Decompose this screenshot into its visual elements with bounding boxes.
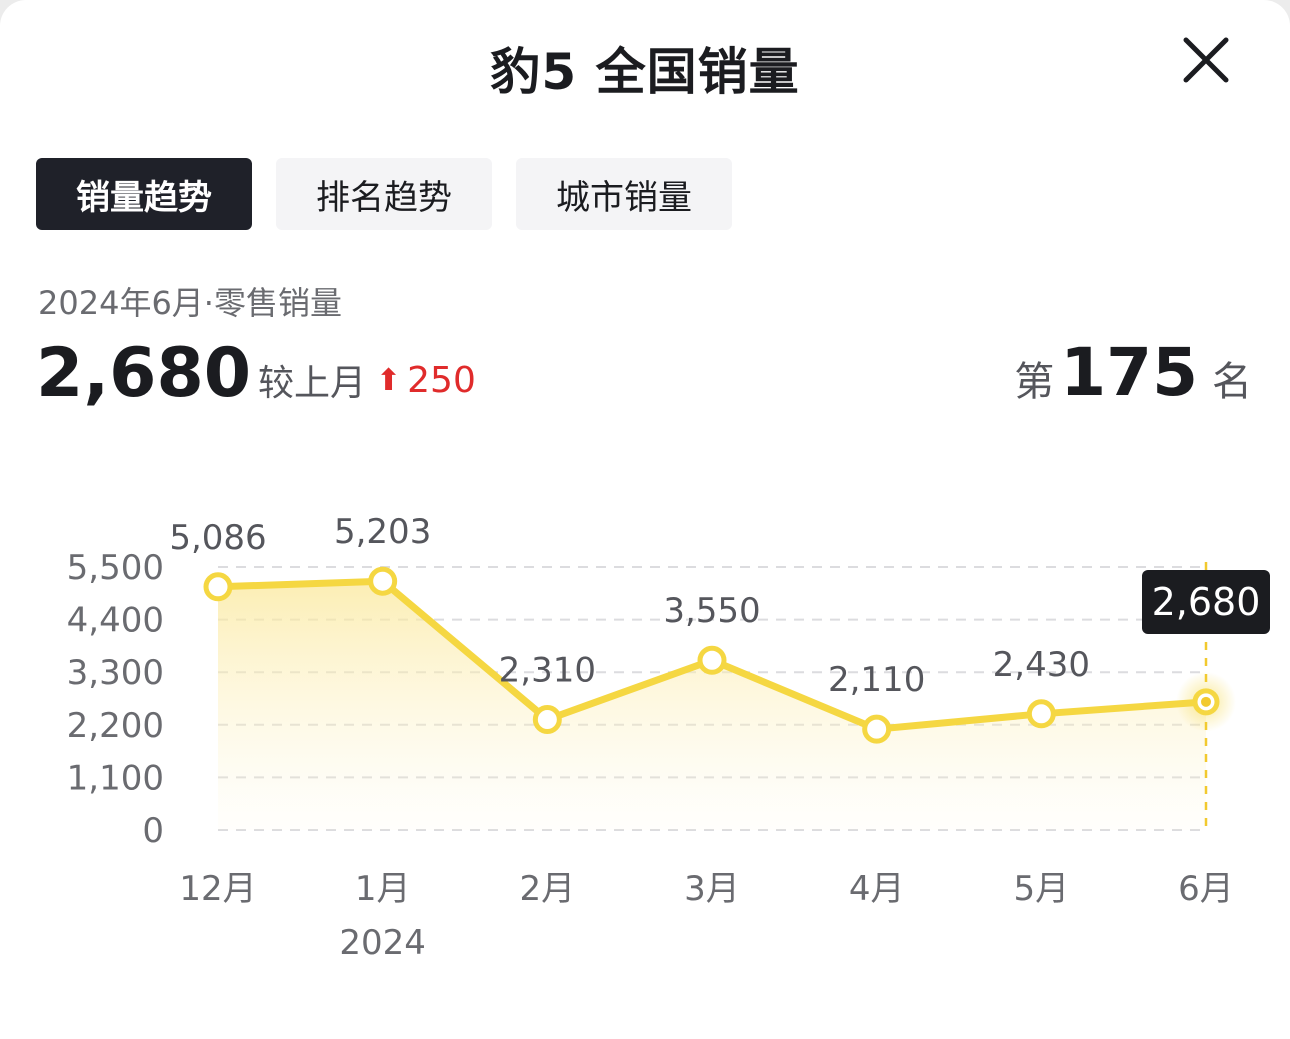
y-tick-label: 1,100: [67, 758, 164, 798]
data-value-label: 2,430: [993, 645, 1090, 685]
data-point[interactable]: [862, 714, 892, 744]
close-icon: [1183, 37, 1229, 83]
x-tick-label: 5月: [1014, 869, 1070, 909]
tab-bar: 销量趋势 排名趋势 城市销量: [36, 158, 732, 230]
y-tick-label: 3,300: [67, 653, 164, 693]
x-axis: 12月 1月 2024 2月 3月 4月 5月 6月: [179, 869, 1233, 963]
tooltip-value-label: 2,680: [1152, 580, 1261, 624]
data-value-label: 2,110: [828, 660, 925, 700]
x-tick-label: 12月: [179, 869, 256, 909]
up-arrow-icon: ⬆: [376, 362, 402, 398]
data-point[interactable]: [532, 705, 562, 735]
rank-prefix: 第: [1014, 359, 1055, 405]
y-axis: 0 1,100 2,200 3,300 4,400 5,500: [67, 548, 164, 851]
y-tick-label: 4,400: [67, 601, 164, 641]
rank-value: 175: [1060, 334, 1198, 411]
x-tick-label: 2月: [520, 869, 576, 909]
page-title: 豹5 全国销量: [490, 43, 800, 101]
data-value-label: 5,086: [169, 518, 266, 558]
area-fill: [218, 581, 1206, 830]
tab-city-sales[interactable]: 城市销量: [516, 158, 732, 230]
tab-sales-trend[interactable]: 销量趋势: [36, 158, 252, 230]
sales-line-chart[interactable]: 0 1,100 2,200 3,300 4,400 5,500 12月 1月 2024 2月 3月…: [0, 440, 1290, 1000]
data-point[interactable]: [697, 645, 727, 675]
data-labels: 5,086 5,203 2,310 3,550 2,110 2,430 2,680: [169, 512, 1270, 700]
y-tick-label: 5,500: [67, 548, 164, 588]
period-subtitle: 2024年6月·零售销量: [38, 284, 342, 322]
mom-delta: 250: [407, 359, 476, 401]
data-value-label: 3,550: [663, 591, 760, 631]
rank-display: 第 175 名: [1014, 334, 1252, 411]
data-points: [203, 566, 1236, 744]
data-point[interactable]: [203, 572, 233, 602]
x-tick-label: 1月: [355, 869, 411, 909]
y-tick-label: 0: [142, 811, 164, 851]
sales-value: 2,680: [36, 334, 252, 413]
data-value-label: 5,203: [334, 512, 431, 552]
data-point[interactable]: [1026, 699, 1056, 729]
x-year-label: 2024: [339, 923, 426, 963]
data-value-label: 2,310: [499, 651, 596, 691]
value-tooltip: [1142, 570, 1270, 634]
month-over-month: 较上月 ⬆ 250: [258, 354, 476, 406]
x-tick-label: 4月: [849, 869, 905, 909]
rank-suffix: 名: [1212, 359, 1252, 405]
highlight-point-center: [1201, 696, 1211, 707]
x-tick-label: 3月: [684, 869, 740, 909]
x-tick-label: 6月: [1178, 869, 1234, 909]
close-button[interactable]: [1178, 32, 1234, 88]
tab-rank-trend[interactable]: 排名趋势: [276, 158, 492, 230]
mom-label: 较上月: [258, 363, 367, 404]
data-point[interactable]: [368, 566, 398, 596]
y-tick-label: 2,200: [67, 706, 164, 746]
